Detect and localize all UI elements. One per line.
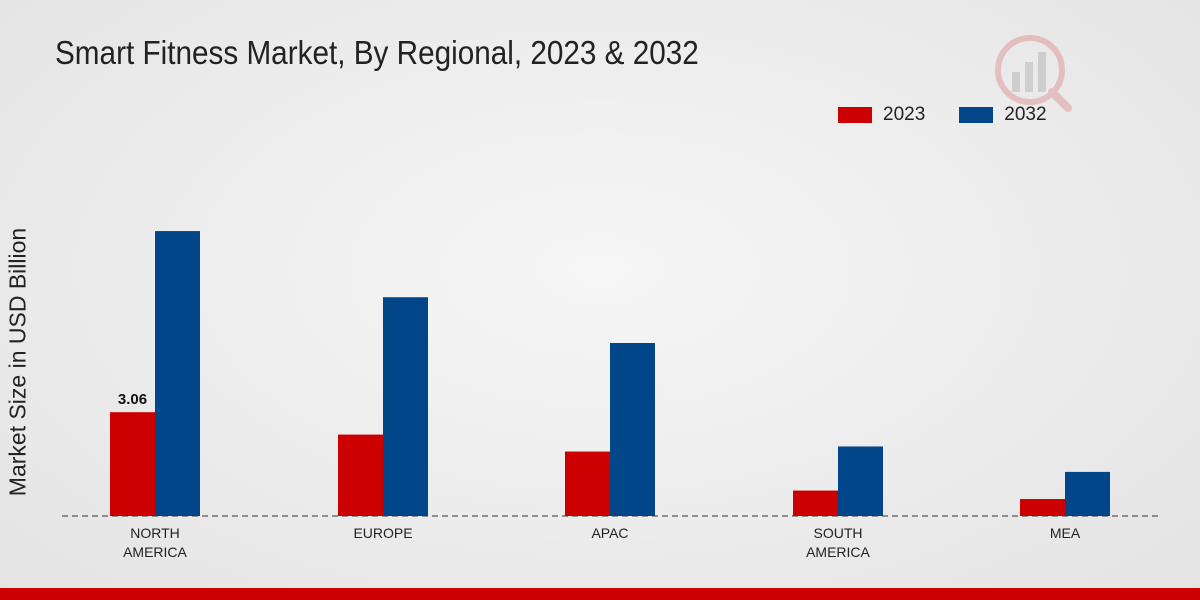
x-tick-label: MEA <box>1050 525 1081 541</box>
bar-2032-north-america[interactable] <box>155 231 200 516</box>
bar-2023-south-america[interactable] <box>793 490 838 516</box>
data-label: 3.06 <box>118 391 147 408</box>
bar-2032-europe[interactable] <box>383 297 428 516</box>
bar-2032-mea[interactable] <box>1065 471 1110 516</box>
chart-title: Smart Fitness Market, By Regional, 2023 … <box>55 34 699 71</box>
bar-2023-north-america[interactable] <box>110 412 155 516</box>
footer-accent-bar <box>0 588 1200 600</box>
bar-2023-mea[interactable] <box>1020 499 1065 516</box>
bar-2032-south-america[interactable] <box>838 446 883 516</box>
bar-2023-europe[interactable] <box>338 434 383 516</box>
logo-icon <box>995 35 1072 112</box>
x-tick-label: NORTH AMERICA <box>123 525 187 560</box>
legend-label-2023: 2023 <box>883 104 926 125</box>
legend-swatch-2023 <box>838 107 872 123</box>
bar-2023-apac[interactable] <box>565 451 610 516</box>
x-tick-label: EUROPE <box>353 525 412 541</box>
x-tick-label: APAC <box>591 525 628 541</box>
x-tick-label: SOUTH AMERICA <box>806 525 870 560</box>
bar-2032-apac[interactable] <box>610 343 655 516</box>
legend: 2023 2032 <box>838 104 1081 126</box>
legend-item-2032[interactable]: 2032 <box>959 104 1047 126</box>
legend-label-2032: 2032 <box>1004 104 1047 125</box>
legend-item-2023[interactable]: 2023 <box>838 104 925 126</box>
legend-swatch-2032 <box>959 107 994 123</box>
